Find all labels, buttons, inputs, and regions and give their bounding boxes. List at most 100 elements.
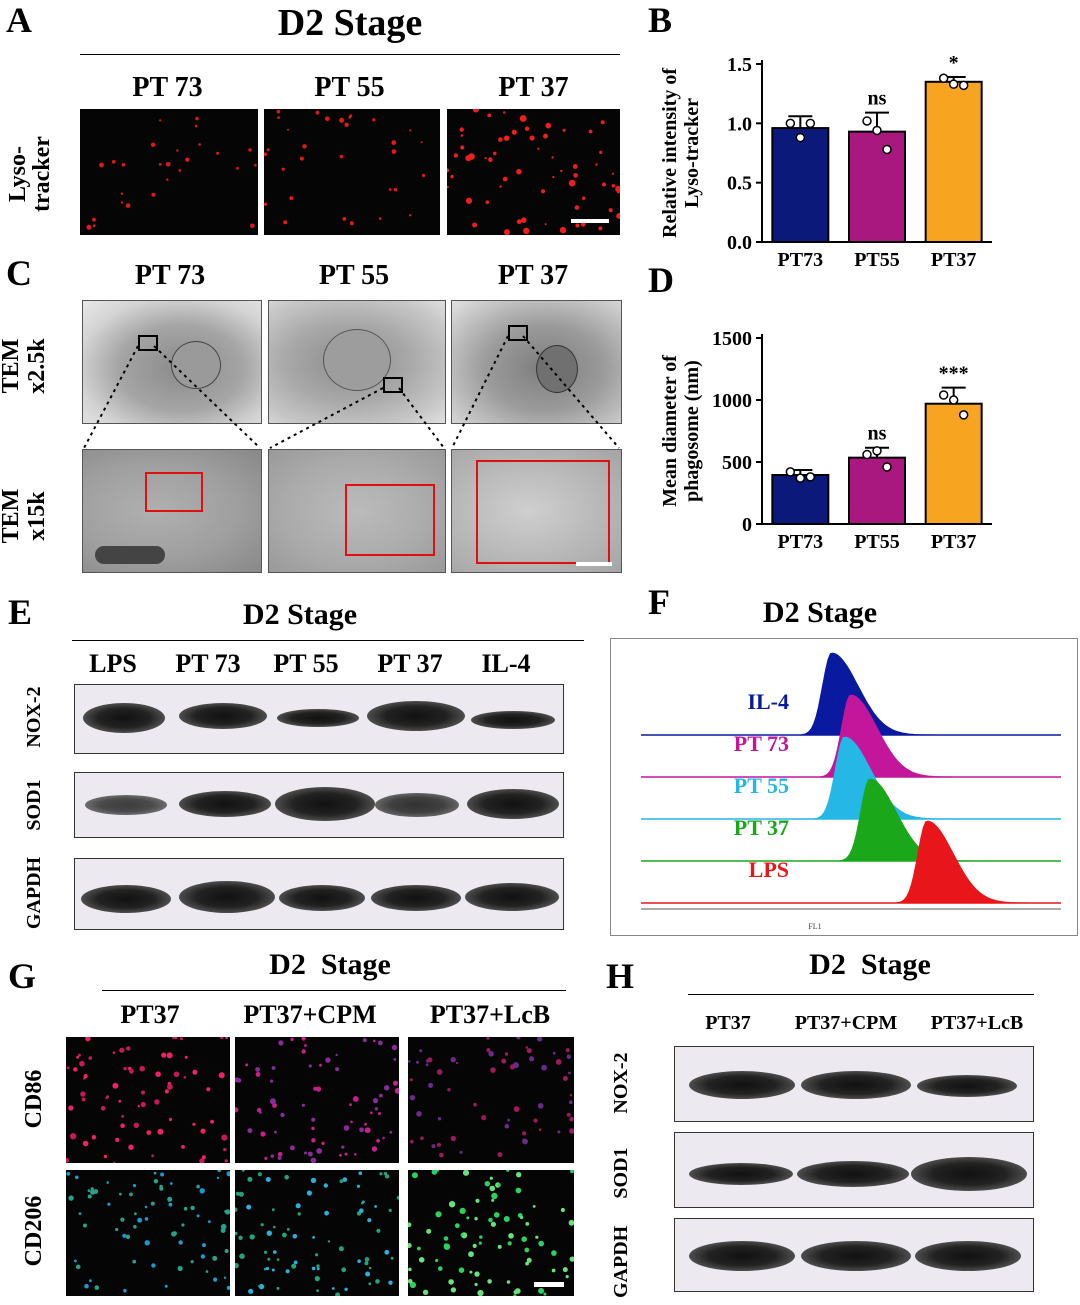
fluorescent-spot — [66, 1171, 71, 1176]
fluorescent-spot — [248, 148, 252, 152]
fluorescent-spot — [521, 217, 527, 223]
fluorescent-spot — [507, 1118, 511, 1122]
panel-label-h: H — [606, 956, 635, 996]
fluorescent-spot — [255, 1072, 261, 1077]
panel-h-rule — [688, 994, 1034, 995]
panel-g-row-2: CD206 — [21, 1195, 47, 1267]
fluorescent-spot — [459, 1207, 466, 1214]
phagosome-box — [476, 460, 610, 564]
fluorescent-spot — [508, 1233, 514, 1239]
fluorescent-spot — [435, 1258, 439, 1263]
zoom-line — [269, 387, 384, 449]
fluorescent-spot — [85, 1037, 91, 1042]
fluorescent-spot — [378, 217, 382, 220]
blot-h-gapdh — [674, 1218, 1034, 1292]
fluorescent-spot — [504, 229, 510, 235]
bar-PT73 — [771, 127, 830, 243]
fluorescent-spot — [213, 1277, 218, 1282]
fluorescent-spot — [447, 185, 449, 189]
fluorescent-spot — [295, 1203, 301, 1209]
fluorescent-spot — [89, 1279, 92, 1283]
fluorescent-spot — [277, 1156, 282, 1160]
fluorescent-spot — [277, 1151, 283, 1157]
fluorescent-spot — [473, 1102, 477, 1107]
band — [275, 787, 375, 821]
fluorescent-spot — [356, 1184, 360, 1188]
fluorescent-spot — [382, 1136, 385, 1140]
fluorescent-spot — [199, 1188, 205, 1194]
histogram-label: LPS — [749, 857, 789, 882]
fluorescent-spot — [225, 1037, 228, 1039]
panel-h-row-3: GAPDH — [610, 1225, 632, 1298]
data-point — [862, 449, 872, 460]
data-point — [795, 132, 806, 143]
fluorescent-spot — [235, 1191, 240, 1196]
fluorescent-spot — [190, 1205, 195, 1211]
panel-h-col-1: PT37 — [705, 1012, 751, 1034]
fluorescent-spot — [301, 1049, 306, 1054]
fluorescent-spot — [123, 1066, 127, 1071]
fluorescent-spot — [341, 1267, 347, 1273]
fluorescent-spot — [537, 147, 540, 150]
data-point — [872, 446, 882, 456]
fluorescent-spot — [235, 1077, 240, 1083]
fluorescent-spot — [431, 1170, 438, 1175]
fluorescent-spot — [514, 1288, 521, 1294]
fluorescent-spot — [409, 1281, 416, 1289]
zoom-lines — [83, 335, 620, 449]
fluorescent-spot — [208, 1220, 211, 1223]
fluorescent-spot — [409, 1095, 416, 1101]
fluorescent-spot — [339, 154, 344, 159]
fluorescent-spot — [367, 1218, 372, 1223]
fluorescent-spot — [90, 1189, 96, 1195]
fluorescent-spot — [559, 226, 567, 234]
fluorescent-spot — [555, 1059, 562, 1065]
fluorescent-spot — [164, 1284, 168, 1288]
fluorescent-spot — [150, 1201, 155, 1206]
band — [689, 1163, 793, 1185]
y-axis-label-line: Relative intensity of — [659, 68, 681, 238]
fluorescent-spot — [238, 1235, 243, 1240]
fluorescent-spot — [411, 1172, 418, 1179]
band — [279, 885, 365, 911]
fluorescent-spot — [290, 1037, 294, 1041]
fluorescent-spot — [511, 129, 517, 135]
fluorescent-spot — [450, 1287, 457, 1293]
fluorescent-spot — [185, 157, 190, 162]
panel-h-col-3: PT37+LcB — [930, 1012, 1024, 1034]
tem-low-pt37 — [451, 300, 622, 424]
fluorescent-spot — [498, 137, 503, 142]
lyso-image-pt73 — [80, 109, 258, 235]
fluorescent-spot — [416, 1060, 419, 1064]
fluorescent-spot — [286, 1228, 290, 1231]
fluorescent-spot — [491, 1192, 498, 1200]
fluorescent-spot — [166, 1052, 173, 1059]
mitochondrion — [95, 546, 165, 564]
fluorescent-spot — [339, 1153, 342, 1157]
fluorescent-spot — [479, 1235, 483, 1239]
fluorescent-spot — [569, 1094, 573, 1097]
scale-bar — [534, 1282, 564, 1287]
fluorescent-spot — [420, 141, 423, 144]
fluorescent-spot — [485, 200, 490, 204]
fluorescent-spot — [94, 1285, 100, 1290]
fluorescent-spot — [238, 1191, 244, 1197]
fluorescent-spot — [183, 1076, 187, 1079]
fluorescent-spot — [439, 1152, 444, 1158]
fluorescent-spot — [408, 1267, 412, 1272]
fluorescent-spot — [474, 1271, 480, 1277]
data-point — [958, 410, 969, 420]
fluorescent-spot — [569, 1116, 574, 1122]
fluorescent-spot — [513, 1294, 517, 1296]
fluorescent-spot — [115, 1227, 119, 1232]
fluorescent-spot — [220, 1228, 226, 1233]
y-tick-label: 500 — [722, 452, 752, 474]
fluorescent-spot — [372, 118, 376, 122]
fluorescent-spot — [454, 1223, 460, 1229]
fluorescent-spot — [259, 1111, 262, 1114]
fluorescent-spot — [501, 1058, 507, 1064]
fluorescent-spot — [249, 1234, 255, 1240]
fluorescent-spot — [200, 1128, 206, 1134]
fluorescent-spot — [493, 1212, 500, 1218]
fluorescent-spot — [565, 1048, 570, 1053]
